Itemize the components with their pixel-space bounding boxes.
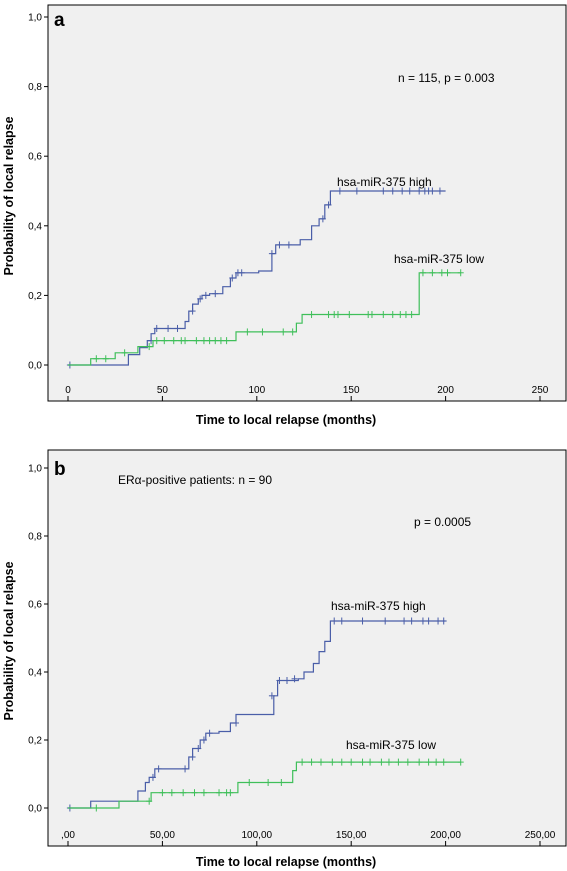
x-axis-title: Time to local relapse (months) [196, 413, 376, 427]
y-tick-label: 1,0 [28, 13, 42, 24]
x-tick-label: 200 [437, 385, 454, 396]
x-axis-title: Time to local relapse (months) [196, 855, 376, 869]
series-label-low: hsa-miR-375 low [394, 252, 484, 266]
panel-letter: b [54, 459, 66, 480]
y-tick-label: 0,6 [28, 600, 42, 611]
panel-b: b ERα-positive patients: n = 90 p = 0.00… [2, 449, 567, 869]
series-low-line [68, 761, 461, 809]
y-tick-label: 0,2 [28, 736, 42, 747]
plot-area [47, 4, 567, 402]
x-tick-label: 200,00 [430, 830, 461, 841]
x-tick-label: ,00 [61, 830, 75, 841]
x-tick-label: 100,00 [242, 830, 273, 841]
x-tick-label: 0 [65, 385, 71, 396]
series-low-line [68, 272, 461, 366]
x-tick-label: 50 [157, 385, 169, 396]
y-axis-title: Probability of local relapse [2, 116, 16, 275]
plot-area [47, 449, 567, 847]
stats-annotation: n = 115, p = 0.003 [398, 71, 495, 85]
y-tick-label: 0,4 [28, 668, 42, 679]
series-high-line [68, 190, 446, 366]
x-tick-label: 150 [343, 385, 360, 396]
y-tick-label: 0,6 [28, 152, 42, 163]
y-tick-label: 0,0 [28, 361, 42, 372]
panel-a: a n = 115, p = 0.003 Probability of loca… [2, 4, 567, 427]
x-tick-label: 150,00 [336, 830, 367, 841]
y-tick-label: 0,4 [28, 221, 42, 232]
x-tick-label: 250 [532, 385, 549, 396]
x-tick-label: 250,00 [525, 830, 556, 841]
y-tick-label: 0,2 [28, 291, 42, 302]
series-label-high: hsa-miR-375 high [337, 175, 432, 189]
y-axis-title: Probability of local relapse [2, 561, 16, 720]
y-tick-label: 0,0 [28, 804, 42, 815]
series-high-line [68, 620, 446, 809]
y-tick-label: 0,8 [28, 532, 42, 543]
y-tick-label: 0,8 [28, 82, 42, 93]
panel-letter: a [54, 10, 65, 31]
x-tick-label: 50,00 [150, 830, 175, 841]
x-tick-label: 100 [248, 385, 265, 396]
stats-annotation: p = 0.0005 [414, 515, 471, 529]
series-label-low: hsa-miR-375 low [346, 738, 436, 752]
cohort-annotation: ERα-positive patients: n = 90 [118, 473, 272, 487]
series-label-high: hsa-miR-375 high [331, 599, 426, 613]
y-tick-label: 1,0 [28, 464, 42, 475]
